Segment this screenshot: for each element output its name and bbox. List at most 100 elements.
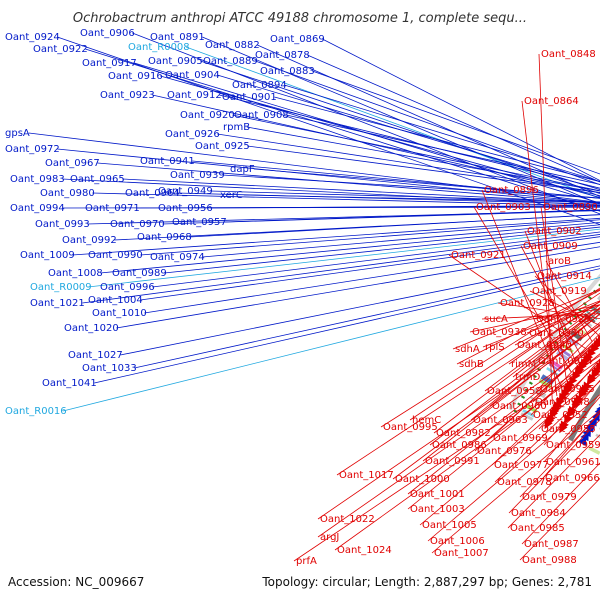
forward-gene-label[interactable]: Oant_0980: [40, 188, 95, 199]
reverse-gene-label[interactable]: Oant_0929: [536, 314, 591, 325]
reverse-gene-label[interactable]: sdhB: [459, 359, 484, 370]
forward-gene-label[interactable]: Oant_1020: [64, 323, 119, 334]
forward-gene-label[interactable]: gpsA: [5, 128, 30, 139]
reverse-gene-label[interactable]: Oant_0995: [383, 422, 438, 433]
forward-gene-label[interactable]: Oant_0990: [88, 250, 143, 261]
forward-gene-label[interactable]: Oant_0891: [150, 32, 205, 43]
forward-gene-label[interactable]: Oant_1010: [92, 308, 147, 319]
forward-gene-label[interactable]: Oant_0908: [234, 110, 289, 121]
forward-gene-label[interactable]: Oant_0923: [100, 90, 155, 101]
reverse-gene-label[interactable]: Oant_0896: [484, 185, 539, 196]
reverse-gene-label[interactable]: Oant_0955: [541, 424, 596, 435]
forward-gene-label[interactable]: Oant_0941: [140, 156, 195, 167]
rna-label[interactable]: Oant_R0009: [30, 282, 92, 293]
forward-gene-label[interactable]: Oant_0965: [70, 174, 125, 185]
reverse-gene-label[interactable]: Oant_0959: [546, 440, 600, 451]
forward-gene-label[interactable]: Oant_0989: [112, 268, 167, 279]
forward-gene-label[interactable]: Oant_0912: [167, 90, 222, 101]
forward-gene-label[interactable]: Oant_0906: [80, 28, 135, 39]
reverse-gene-label[interactable]: Oant_0979: [522, 492, 577, 503]
reverse-gene-label[interactable]: Oant_0934: [538, 356, 593, 367]
reverse-gene-label[interactable]: sucC: [548, 342, 572, 353]
reverse-gene-label[interactable]: Oant_0848: [541, 49, 596, 60]
reverse-gene-label[interactable]: Oant_0978: [497, 477, 552, 488]
reverse-gene-label[interactable]: rplS: [485, 342, 505, 353]
forward-gene-label[interactable]: xerC: [220, 190, 243, 201]
reverse-gene-label[interactable]: Oant_0928: [500, 298, 555, 309]
forward-gene-label[interactable]: Oant_0974: [150, 252, 205, 263]
reverse-gene-label[interactable]: trmD: [515, 372, 541, 383]
rna-label[interactable]: Oant_R0016: [5, 406, 67, 417]
reverse-gene-label[interactable]: Oant_1017: [339, 470, 394, 481]
forward-gene-label[interactable]: Oant_1008: [48, 268, 103, 279]
forward-gene-label[interactable]: Oant_0972: [5, 144, 60, 155]
forward-gene-label[interactable]: Oant_0883: [260, 66, 315, 77]
reverse-gene-label[interactable]: Oant_0948: [535, 397, 590, 408]
reverse-gene-label[interactable]: Oant_0991: [425, 456, 480, 467]
reverse-gene-label[interactable]: Oant_0961: [546, 457, 600, 468]
reverse-gene-label[interactable]: Oant_0960: [492, 401, 547, 412]
rna-label[interactable]: Oant_R0008: [128, 42, 190, 53]
forward-gene-label[interactable]: Oant_0924: [5, 32, 60, 43]
reverse-gene-label[interactable]: Oant_1005: [422, 520, 477, 531]
reverse-gene-label[interactable]: Oant_0921: [451, 250, 506, 261]
reverse-gene-label[interactable]: aroB: [548, 256, 571, 267]
forward-gene-label[interactable]: Oant_1021: [30, 298, 85, 309]
reverse-gene-label[interactable]: Oant_0966: [545, 473, 600, 484]
reverse-gene-label[interactable]: Oant_0987: [524, 539, 579, 550]
reverse-gene-label[interactable]: hemC: [412, 415, 441, 426]
reverse-gene-label[interactable]: Oant_0930: [529, 328, 584, 339]
reverse-gene-label[interactable]: Oant_0985: [510, 523, 565, 534]
reverse-gene-label[interactable]: Oant_1024: [337, 545, 392, 556]
forward-gene-label[interactable]: Oant_1027: [68, 350, 123, 361]
forward-gene-label[interactable]: Oant_0994: [10, 203, 65, 214]
forward-gene-label[interactable]: Oant_0968: [137, 232, 192, 243]
forward-gene-label[interactable]: Oant_0926: [165, 129, 220, 140]
forward-gene-label[interactable]: rpmB: [223, 122, 250, 133]
reverse-gene-label[interactable]: Oant_1003: [410, 504, 465, 515]
reverse-gene-label[interactable]: argJ: [320, 532, 339, 543]
forward-gene-label[interactable]: Oant_0971: [85, 203, 140, 214]
reverse-gene-label[interactable]: Oant_0938: [472, 327, 527, 338]
reverse-gene-label[interactable]: Oant_0890: [543, 202, 598, 213]
reverse-gene-label[interactable]: Oant_1006: [430, 536, 485, 547]
reverse-gene-label[interactable]: Oant_1001: [410, 489, 465, 500]
reverse-gene-label[interactable]: Oant_0864: [524, 96, 579, 107]
forward-gene-label[interactable]: Oant_0983: [10, 174, 65, 185]
reverse-gene-label[interactable]: Oant_0969: [493, 433, 548, 444]
forward-gene-label[interactable]: Oant_0993: [35, 219, 90, 230]
forward-gene-label[interactable]: Oant_1033: [82, 363, 137, 374]
forward-gene-label[interactable]: Oant_0949: [158, 186, 213, 197]
reverse-gene-label[interactable]: Oant_0984: [511, 508, 566, 519]
forward-gene-label[interactable]: Oant_0920: [180, 110, 235, 121]
reverse-gene-label[interactable]: Oant_0977: [494, 460, 549, 471]
forward-gene-label[interactable]: Oant_0894: [232, 80, 287, 91]
forward-gene-label[interactable]: Oant_0964: [125, 188, 180, 199]
forward-gene-label[interactable]: Oant_0967: [45, 158, 100, 169]
forward-gene-label[interactable]: Oant_0882: [205, 40, 260, 51]
forward-gene-label[interactable]: Oant_0925: [195, 141, 250, 152]
reverse-gene-label[interactable]: Oant_0902: [527, 226, 582, 237]
forward-gene-label[interactable]: dapF: [230, 164, 255, 175]
forward-gene-label[interactable]: Oant_0905: [148, 56, 203, 67]
forward-gene-label[interactable]: Oant_0878: [255, 50, 310, 61]
forward-gene-label[interactable]: Oant_0992: [62, 235, 117, 246]
reverse-gene-label[interactable]: Oant_0988: [522, 555, 577, 566]
reverse-gene-label[interactable]: Oant_1000: [395, 474, 450, 485]
forward-gene-label[interactable]: Oant_0869: [270, 34, 325, 45]
reverse-gene-label[interactable]: Oant_1022: [320, 514, 375, 525]
reverse-gene-label[interactable]: Oant_0903: [476, 202, 531, 213]
reverse-gene-label[interactable]: Oant_0919: [532, 286, 587, 297]
forward-gene-label[interactable]: Oant_0957: [172, 217, 227, 228]
reverse-gene-label[interactable]: Oant_0982: [436, 428, 491, 439]
reverse-gene-label[interactable]: Oant_0914: [537, 271, 592, 282]
reverse-gene-label[interactable]: rimM: [511, 359, 536, 370]
reverse-gene-label[interactable]: sucA: [484, 314, 508, 325]
reverse-gene-label[interactable]: sdhA: [455, 344, 480, 355]
reverse-gene-label[interactable]: prfA: [296, 556, 317, 567]
forward-gene-label[interactable]: Oant_1009: [20, 250, 75, 261]
forward-gene-label[interactable]: Oant_1004: [88, 295, 143, 306]
forward-gene-label[interactable]: Oant_0917: [82, 58, 137, 69]
forward-gene-label[interactable]: Oant_0901: [222, 92, 277, 103]
forward-gene-label[interactable]: Oant_0889: [203, 56, 258, 67]
